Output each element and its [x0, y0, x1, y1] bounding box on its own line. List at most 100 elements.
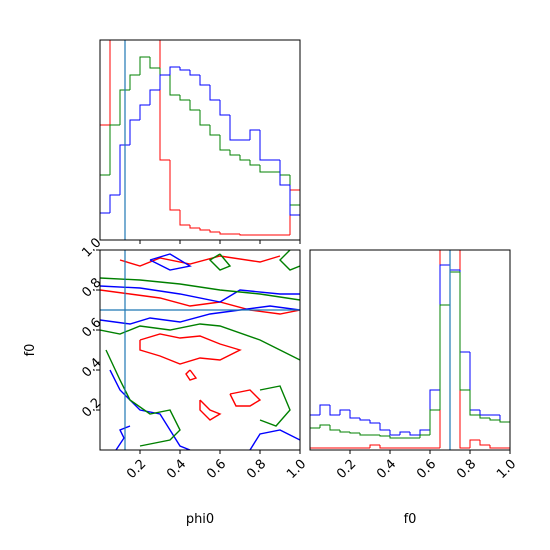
histogram-step: [449, 265, 460, 271]
histogram-step: [399, 431, 410, 435]
histogram-step: [379, 435, 390, 437]
histogram-step: [169, 66, 180, 75]
x-tick-label: 0.8: [454, 457, 479, 482]
histogram-step: [339, 430, 350, 433]
contour-line: [100, 285, 300, 303]
y-tick-label: 1.0: [79, 235, 104, 260]
histogram-step: [139, 104, 150, 120]
histogram-step: [419, 434, 430, 438]
histogram-step: [219, 100, 230, 116]
x-tick-label: 0.2: [124, 457, 149, 482]
histogram-step: [319, 404, 330, 415]
histogram-step: [379, 423, 390, 431]
histogram-step: [369, 420, 380, 424]
histogram-step: [219, 232, 230, 235]
histogram-step: [489, 418, 500, 421]
histogram-step: [379, 445, 390, 449]
contour-line: [185, 369, 198, 381]
histogram-step: [489, 445, 500, 449]
contour-line: [115, 425, 131, 450]
contour-line: [100, 305, 300, 325]
histogram-step: [469, 439, 480, 448]
contour-line: [249, 429, 300, 450]
x-tick-label: 0.6: [204, 457, 229, 482]
histogram-step: [349, 432, 360, 434]
x-tick-label: 1.0: [284, 457, 309, 482]
histogram-step: [349, 410, 360, 419]
histogram-step: [329, 425, 340, 431]
y-tick-label: 0.6: [79, 315, 104, 340]
axes-frame: [99, 249, 301, 451]
histogram-step: [229, 115, 240, 141]
x-tick-label: 0.8: [244, 457, 269, 482]
histogram-step: [289, 175, 300, 240]
histogram-step: [109, 124, 120, 175]
histogram-step: [310, 447, 320, 450]
contour-line: [199, 399, 222, 421]
plot-area: [310, 250, 510, 450]
histogram-step: [109, 194, 120, 213]
histogram-step: [389, 436, 400, 439]
histogram-step: [129, 119, 140, 145]
histogram-step: [319, 424, 330, 428]
x-axis-label: phi0: [186, 512, 214, 527]
histogram-step: [209, 230, 220, 233]
x-tick-label: 0.2: [334, 457, 359, 482]
histogram-step: [169, 160, 180, 211]
histogram-step: [159, 74, 170, 90]
contour-line: [259, 385, 291, 427]
contour-line: [149, 253, 192, 271]
histogram-step: [469, 390, 480, 416]
x-tick-label: 0.4: [164, 457, 189, 482]
histogram-step: [179, 67, 190, 71]
contour-line: [208, 253, 232, 271]
contour-line: [279, 250, 300, 271]
plot-area: [100, 40, 300, 240]
histogram-step: [499, 420, 510, 450]
contour-line: [139, 333, 242, 365]
histogram-step: [179, 95, 190, 101]
axes-frame: [99, 39, 301, 241]
histogram-step: [239, 155, 250, 161]
histogram-step: [209, 125, 220, 136]
histogram-step: [439, 250, 441, 448]
histogram-step: [189, 70, 200, 76]
histogram-step: [179, 210, 190, 226]
histogram-step: [119, 144, 130, 195]
histogram-step: [310, 427, 320, 450]
contour-line: [105, 349, 181, 447]
histogram-step: [339, 409, 350, 415]
histogram-step: [229, 150, 240, 156]
x-tick-label: 1.0: [494, 457, 519, 482]
histogram-step: [459, 272, 470, 391]
histogram-step: [449, 271, 460, 305]
histogram-step: [199, 228, 210, 231]
y-tick-label: 0.2: [79, 395, 104, 420]
histogram-step: [479, 440, 490, 446]
histogram-step: [499, 415, 510, 450]
histogram-step: [159, 68, 170, 76]
histogram-step: [249, 160, 260, 166]
histogram-step: [459, 270, 470, 353]
histogram-step: [199, 110, 210, 126]
histogram-step: [119, 89, 130, 125]
histogram-step: [189, 225, 200, 229]
histogram-step: [259, 130, 270, 161]
histogram-step: [289, 185, 300, 240]
histogram-step: [279, 172, 290, 176]
histogram-step: [439, 264, 450, 390]
histogram-step: [149, 57, 160, 69]
histogram-step: [109, 40, 111, 125]
histogram-step: [329, 405, 340, 416]
plot-area: [100, 250, 300, 450]
histogram-step: [169, 75, 180, 96]
histogram-step: [199, 75, 210, 86]
histogram-step: [249, 129, 260, 140]
y-tick-label: 0.8: [79, 275, 104, 300]
contour-line: [119, 255, 281, 267]
histogram-step: [479, 410, 490, 416]
histogram-step: [409, 432, 420, 436]
histogram-step: [219, 135, 230, 151]
contour-line: [100, 277, 300, 301]
